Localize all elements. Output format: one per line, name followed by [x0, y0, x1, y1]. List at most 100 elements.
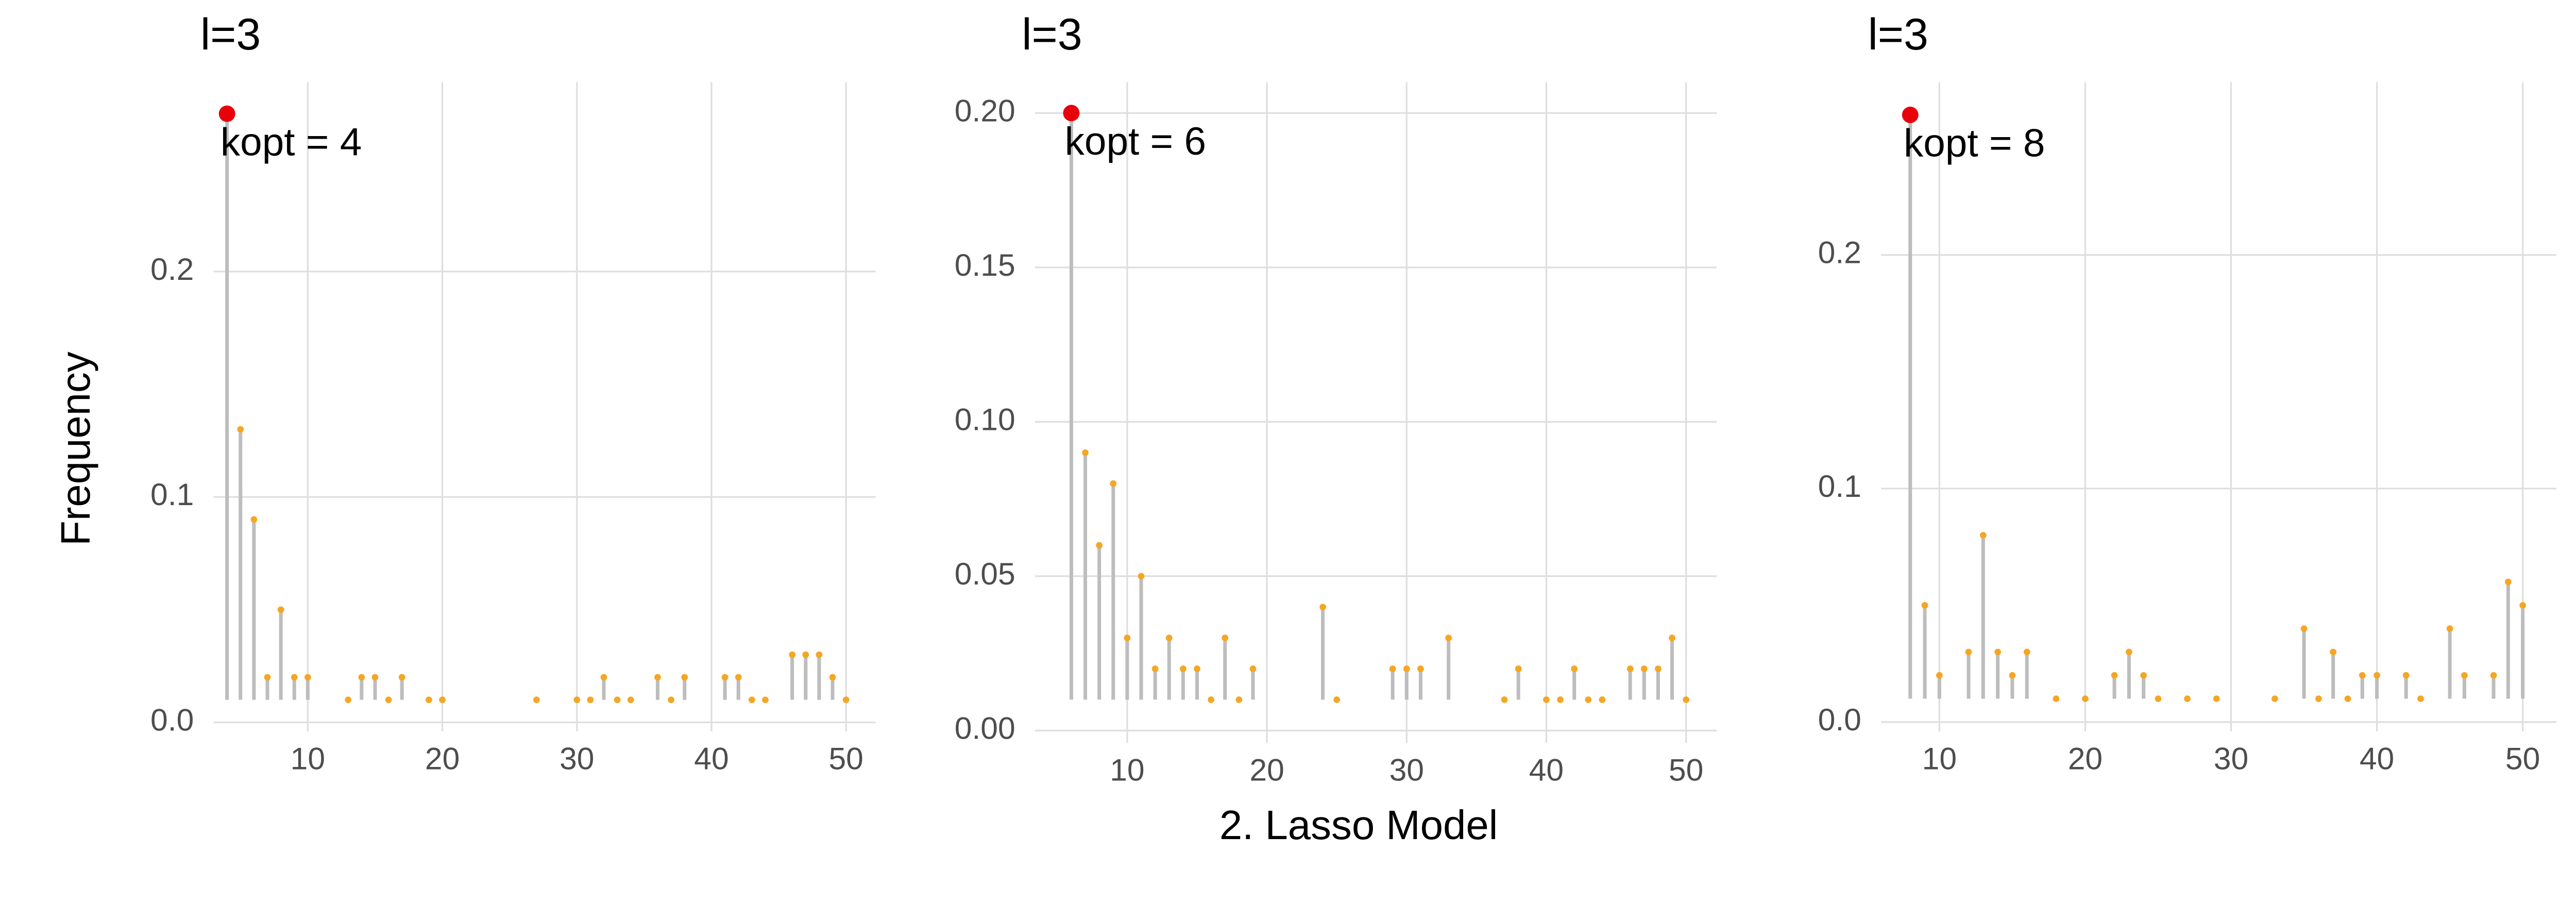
chart-title: l=3 [200, 10, 261, 59]
point [1319, 604, 1326, 611]
annotation: kopt = 4 [221, 120, 362, 164]
annotation: kopt = 6 [1065, 120, 1206, 163]
point [721, 674, 728, 681]
point [2111, 672, 2118, 679]
point [2330, 648, 2337, 656]
point [1124, 634, 1131, 642]
point [1599, 696, 1606, 703]
point [573, 696, 581, 704]
point [2461, 672, 2468, 679]
y-tick-label: 0.1 [1818, 469, 1861, 504]
point [1543, 696, 1550, 703]
point [1683, 696, 1689, 703]
x-tick-label: 20 [425, 741, 460, 776]
x-tick-label: 30 [560, 741, 594, 776]
point [2359, 672, 2366, 679]
point [371, 674, 379, 681]
point [2374, 672, 2380, 679]
y-tick-label: 0.1 [150, 477, 194, 512]
point [1965, 648, 1972, 656]
point [1515, 665, 1522, 672]
chart-title: l=3 [1868, 10, 1928, 59]
point [627, 696, 634, 704]
point [735, 674, 742, 681]
point [1110, 480, 1117, 487]
point [1417, 665, 1424, 672]
point [2140, 672, 2147, 679]
point [1333, 696, 1341, 703]
x-tick-label: 10 [291, 741, 325, 776]
point [1151, 665, 1159, 672]
y-axis-label: Frequency [53, 352, 98, 546]
point [2155, 695, 2162, 702]
point [291, 674, 298, 681]
point [762, 696, 769, 704]
point [748, 696, 755, 704]
point [2272, 695, 2278, 702]
y-tick-label: 0.2 [150, 252, 194, 287]
point [654, 674, 661, 681]
point [2417, 695, 2424, 702]
point [533, 696, 540, 704]
x-tick-label: 20 [2068, 741, 2103, 776]
highlight-point [218, 105, 235, 122]
point [1235, 696, 1243, 703]
point [277, 606, 284, 613]
point [2446, 625, 2453, 632]
point [1138, 573, 1145, 580]
point [2344, 695, 2351, 702]
y-tick-label: 0.00 [955, 710, 1015, 745]
point [1501, 696, 1508, 703]
point [250, 516, 258, 523]
point [1445, 634, 1452, 642]
point [2519, 602, 2527, 609]
point [1194, 665, 1200, 672]
point [426, 696, 432, 704]
point [614, 696, 621, 704]
x-tick-label: 20 [1249, 753, 1284, 788]
point [439, 696, 446, 704]
point [842, 696, 850, 704]
annotation: kopt = 8 [1904, 122, 2045, 165]
point [681, 674, 688, 681]
x-tick-label: 10 [1922, 741, 1957, 776]
highlight-point [1902, 106, 1919, 123]
point [668, 696, 674, 704]
point [1669, 634, 1675, 642]
point [1654, 665, 1662, 672]
x-tick-label: 40 [2360, 741, 2394, 776]
point [2082, 695, 2089, 702]
point [1571, 665, 1578, 672]
point [600, 674, 607, 681]
point [1557, 696, 1564, 703]
x-tick-label: 50 [828, 741, 863, 776]
point [358, 674, 365, 681]
y-tick-label: 0.10 [955, 402, 1015, 437]
x-tick-label: 50 [1669, 753, 1703, 788]
y-tick-label: 0.0 [1818, 702, 1861, 737]
point [1389, 665, 1396, 672]
x-tick-label: 30 [1389, 753, 1424, 788]
point [2125, 648, 2132, 656]
point [237, 426, 244, 433]
y-tick-label: 0.05 [955, 556, 1015, 591]
point [304, 674, 311, 681]
point [2009, 672, 2016, 679]
y-tick-label: 0.20 [955, 93, 1015, 128]
point [1249, 665, 1257, 672]
y-tick-label: 0.2 [1818, 235, 1861, 270]
x-tick-label: 50 [2505, 741, 2540, 776]
point [1208, 696, 1214, 703]
point [1179, 665, 1187, 672]
point [587, 696, 594, 704]
point [789, 651, 796, 658]
x-tick-label: 40 [694, 741, 728, 776]
point [1640, 665, 1648, 672]
point [1994, 648, 2001, 656]
point [2490, 672, 2497, 679]
highlight-point [1063, 105, 1080, 122]
point [816, 651, 823, 658]
point [1936, 672, 1943, 679]
x-axis-label: 2. Lasso Model [1219, 802, 1498, 848]
